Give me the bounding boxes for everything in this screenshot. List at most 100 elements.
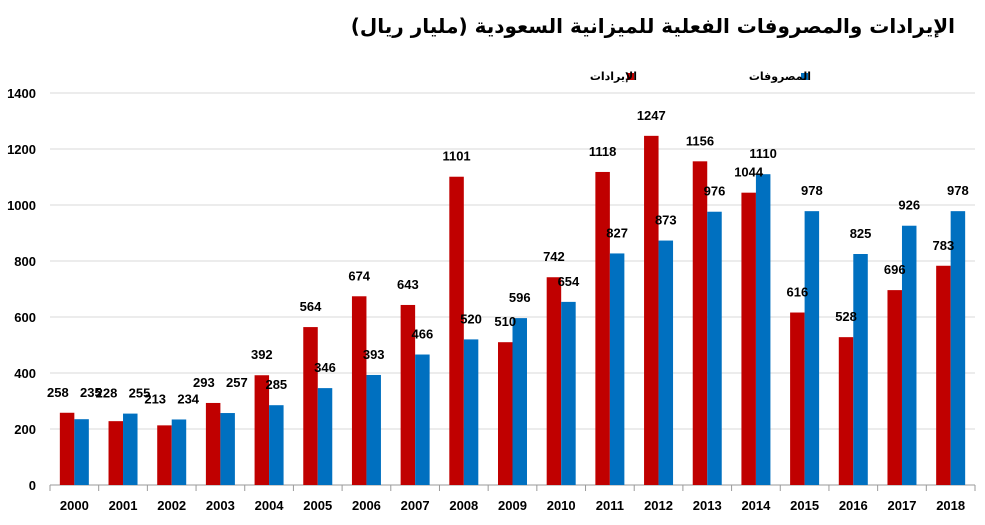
expenditure-bar: [561, 301, 576, 485]
revenue-value-label: 1156: [686, 133, 714, 148]
revenue-bar: [108, 421, 124, 485]
x-tick-label: 2009: [498, 498, 527, 513]
expenditure-value-label: 978: [947, 183, 969, 198]
expenditure-bar: [609, 253, 625, 485]
expenditure-bar: [317, 388, 333, 485]
expenditure-value-label: 466: [412, 327, 434, 342]
chart-title: الإيرادات والمصروفات الفعلية للميزانية ا…: [350, 14, 955, 38]
revenue-bar: [936, 265, 951, 485]
expenditure-bar: [853, 254, 868, 485]
expenditure-value-label: 976: [704, 184, 726, 199]
x-tick-label: 2008: [449, 498, 478, 513]
expenditure-bar: [171, 419, 187, 485]
legend-swatch-revenue: [627, 73, 634, 80]
x-tick-label: 2015: [790, 498, 819, 513]
revenue-bar: [692, 161, 708, 485]
x-tick-label: 2002: [157, 498, 186, 513]
revenue-bar: [157, 425, 172, 485]
revenue-value-label: 783: [933, 238, 955, 253]
revenue-bar: [741, 192, 756, 485]
expenditure-bar: [755, 174, 771, 485]
revenue-value-label: 528: [835, 309, 857, 324]
x-tick-label: 2000: [60, 498, 89, 513]
y-tick-label: 200: [14, 422, 36, 437]
expenditure-bar: [269, 405, 284, 485]
x-tick-label: 2006: [352, 498, 381, 513]
revenue-value-label: 1247: [637, 108, 666, 123]
y-tick-label: 600: [14, 310, 36, 325]
x-tick-label: 2011: [596, 498, 624, 513]
expenditure-value-label: 234: [177, 391, 199, 406]
revenue-bar: [790, 312, 805, 485]
revenue-bar: [303, 327, 318, 485]
expenditure-value-label: 520: [460, 311, 482, 326]
revenue-value-label: 1044: [734, 165, 764, 180]
revenue-bar: [546, 277, 562, 485]
revenue-value-label: 616: [787, 285, 809, 300]
expenditure-value-label: 926: [898, 198, 920, 213]
y-axis: 0 200 400 600 800 1000 1200 1400: [7, 86, 36, 493]
expenditure-value-label: 257: [226, 375, 248, 390]
expenditure-bar: [950, 211, 966, 485]
x-tick-label: 2004: [255, 498, 285, 513]
revenue-bar: [644, 135, 659, 485]
expenditure-value-label: 873: [655, 213, 677, 228]
y-tick-label: 800: [14, 254, 36, 269]
bars: [59, 135, 966, 485]
expenditure-value-label: 285: [265, 377, 287, 392]
y-tick-label: 0: [29, 478, 36, 493]
x-tick-label: 2005: [303, 498, 332, 513]
expenditure-value-label: 978: [801, 183, 823, 198]
expenditure-value-label: 596: [509, 290, 531, 305]
revenue-value-label: 674: [348, 268, 370, 283]
legend: الإيرادات المصروفات: [590, 70, 811, 83]
legend-label-revenue: الإيرادات: [590, 70, 637, 83]
expenditure-value-label: 825: [850, 226, 872, 241]
x-tick-label: 2018: [936, 498, 965, 513]
revenue-value-label: 213: [144, 391, 166, 406]
x-tick-label: 2013: [693, 498, 722, 513]
revenue-value-label: 293: [193, 375, 215, 390]
revenue-value-label: 392: [251, 347, 273, 362]
revenue-value-label: 1118: [589, 144, 617, 159]
revenue-value-label: 564: [300, 299, 322, 314]
x-tick-label: 2003: [206, 498, 235, 513]
expenditure-value-label: 346: [314, 360, 336, 375]
revenue-value-label: 696: [884, 262, 906, 277]
expenditure-bar: [901, 225, 917, 485]
expenditure-bar: [220, 413, 235, 485]
revenue-value-label: 258: [47, 385, 69, 400]
expenditure-value-label: 654: [558, 274, 580, 289]
expenditure-bar: [366, 374, 381, 485]
revenue-bar: [449, 176, 464, 485]
revenue-value-label: 1101: [442, 149, 470, 164]
x-axis: 2000 2001 2002 2003 2004 2005 2006 2007 2008 2009…: [49, 485, 976, 513]
x-tick-label: 2007: [401, 498, 430, 513]
expenditure-bar: [463, 339, 479, 485]
expenditure-bar: [74, 419, 89, 485]
revenue-bar: [254, 375, 270, 485]
legend-swatch-expenditure: [801, 73, 808, 80]
expenditure-value-label: 255: [129, 386, 151, 401]
expenditure-bar: [123, 413, 138, 485]
expenditure-bar: [658, 240, 674, 485]
revenue-bar: [351, 296, 367, 485]
x-tick-label: 2010: [547, 498, 576, 513]
revenue-bar: [205, 402, 221, 485]
x-tick-label: 2017: [888, 498, 917, 513]
y-tick-label: 1400: [7, 86, 36, 101]
y-tick-label: 1000: [7, 198, 36, 213]
revenue-bar: [400, 304, 416, 485]
expenditure-bar: [415, 354, 430, 485]
y-tick-label: 1200: [7, 142, 36, 157]
revenue-bar: [59, 412, 75, 485]
expenditure-value-label: 235: [80, 385, 102, 400]
y-tick-label: 400: [14, 366, 36, 381]
x-tick-label: 2014: [741, 498, 771, 513]
revenue-bar: [887, 290, 902, 485]
expenditure-value-label: 393: [363, 347, 385, 362]
revenue-bar: [838, 337, 854, 485]
expenditure-bar: [512, 318, 527, 485]
